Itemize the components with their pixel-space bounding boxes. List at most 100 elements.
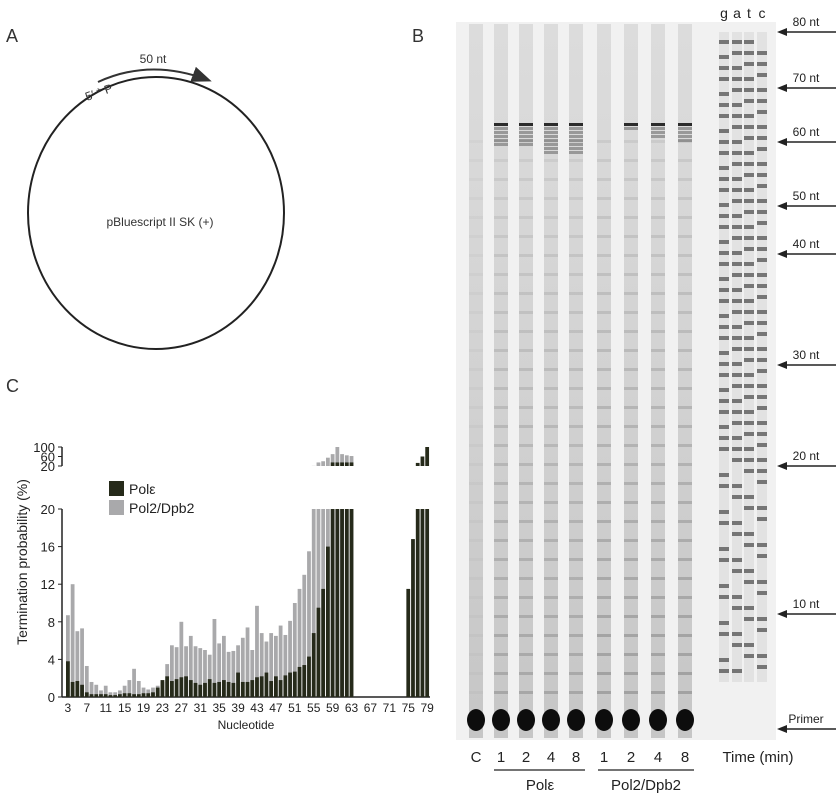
- x-tick-label: 51: [288, 701, 302, 715]
- gel-band: [519, 444, 533, 447]
- sequencing-band: [757, 73, 767, 77]
- sequencing-band: [757, 236, 767, 240]
- y-tick-label: 20: [41, 502, 55, 517]
- gel-band: [569, 425, 583, 428]
- gel-band: [544, 444, 558, 447]
- plasmid-circle: [27, 76, 285, 350]
- gel-band: [519, 653, 533, 656]
- sequencing-band: [719, 351, 729, 355]
- sequencing-band: [744, 395, 754, 399]
- bar-pol-epsilon: [245, 681, 250, 697]
- x-tick-label: 75: [402, 701, 416, 715]
- gel-band: [569, 292, 583, 295]
- gel-band: [544, 501, 558, 504]
- primer-band: [517, 709, 535, 731]
- gel-band: [544, 131, 558, 134]
- primer-band: [676, 709, 694, 731]
- gel-band: [651, 216, 665, 219]
- gel-band: [624, 406, 638, 409]
- sequencing-band: [744, 136, 754, 140]
- gel-band: [494, 615, 508, 618]
- gel-band: [519, 330, 533, 333]
- sequencing-band: [757, 347, 767, 351]
- sequencing-band: [719, 521, 729, 525]
- gel-band: [678, 197, 692, 200]
- gel-band: [544, 139, 558, 142]
- sequencing-band: [732, 495, 742, 499]
- gel-band: [569, 653, 583, 656]
- gel-band: [494, 387, 508, 390]
- bar-pol-epsilon: [240, 681, 245, 697]
- gel-band: [597, 425, 611, 428]
- group-label: Polε: [526, 777, 555, 794]
- gel-band: [597, 539, 611, 542]
- sequencing-band: [757, 99, 767, 103]
- bar-pol-epsilon: [222, 680, 226, 697]
- sequencing-band: [719, 77, 729, 81]
- bar-pol2-dpb2: [292, 603, 297, 697]
- gel-band: [544, 406, 558, 409]
- x-tick-label: 19: [137, 701, 151, 715]
- gel-band: [469, 596, 483, 599]
- sequencing-band: [744, 580, 754, 584]
- gel-band: [569, 159, 583, 162]
- gel-band: [678, 159, 692, 162]
- gel-band: [651, 131, 665, 134]
- lane-label: 1: [497, 749, 505, 766]
- gel-band: [544, 273, 558, 276]
- sequencing-band: [732, 384, 742, 388]
- gel-band: [519, 216, 533, 219]
- gel-band: [519, 178, 533, 181]
- bar-pol-epsilon: [302, 665, 307, 697]
- bar-pol2-dpb2: [80, 628, 84, 697]
- primer-band: [567, 709, 585, 731]
- bar-pol-epsilon: [127, 693, 132, 697]
- gel-band: [519, 135, 533, 138]
- gel-band: [469, 387, 483, 390]
- sequencing-band: [732, 40, 742, 44]
- gel-band: [597, 387, 611, 390]
- gel-lane: [469, 24, 483, 738]
- sequencing-band: [732, 669, 742, 673]
- gel-band: [544, 672, 558, 675]
- gel-band: [651, 123, 665, 126]
- gel-band: [544, 463, 558, 466]
- gel-band: [519, 406, 533, 409]
- bar-pol2-dpb2: [136, 681, 141, 697]
- gel-band: [678, 292, 692, 295]
- sequencing-band: [744, 225, 754, 229]
- bar-pol-epsilon: [425, 447, 430, 466]
- gel-band: [624, 178, 638, 181]
- bar-pol2-dpb2: [70, 584, 75, 697]
- gel-band: [544, 425, 558, 428]
- gel-band: [651, 311, 665, 314]
- gel-band: [651, 135, 665, 138]
- gel-band: [469, 634, 483, 637]
- gel-lane: [624, 24, 638, 738]
- gel-band: [544, 235, 558, 238]
- gel-band: [624, 482, 638, 485]
- bar-pol-epsilon: [151, 692, 155, 697]
- panel-b-label: B: [412, 26, 425, 46]
- sequencing-band: [732, 399, 742, 403]
- sequencing-band: [719, 632, 729, 636]
- bar-pol-epsilon: [203, 682, 207, 697]
- size-marker-label: 60 nt: [793, 125, 820, 139]
- gel-band: [519, 368, 533, 371]
- gel-band: [678, 577, 692, 580]
- bar-pol2-dpb2: [335, 447, 340, 466]
- sequencing-band: [719, 362, 729, 366]
- gel-band: [519, 558, 533, 561]
- gel-band: [651, 520, 665, 523]
- sequencing-band: [719, 621, 729, 625]
- bar-pol-epsilon: [236, 672, 240, 697]
- y-tick-label: 16: [41, 540, 55, 555]
- gel-band: [651, 634, 665, 637]
- gel-band: [597, 406, 611, 409]
- bar-pol-epsilon: [80, 684, 84, 697]
- bar-pol-epsilon: [321, 588, 326, 697]
- sequencing-band: [732, 188, 742, 192]
- gel-band: [569, 691, 583, 694]
- group-label: Pol2/Dpb2: [611, 777, 681, 794]
- sequencing-band: [757, 284, 767, 288]
